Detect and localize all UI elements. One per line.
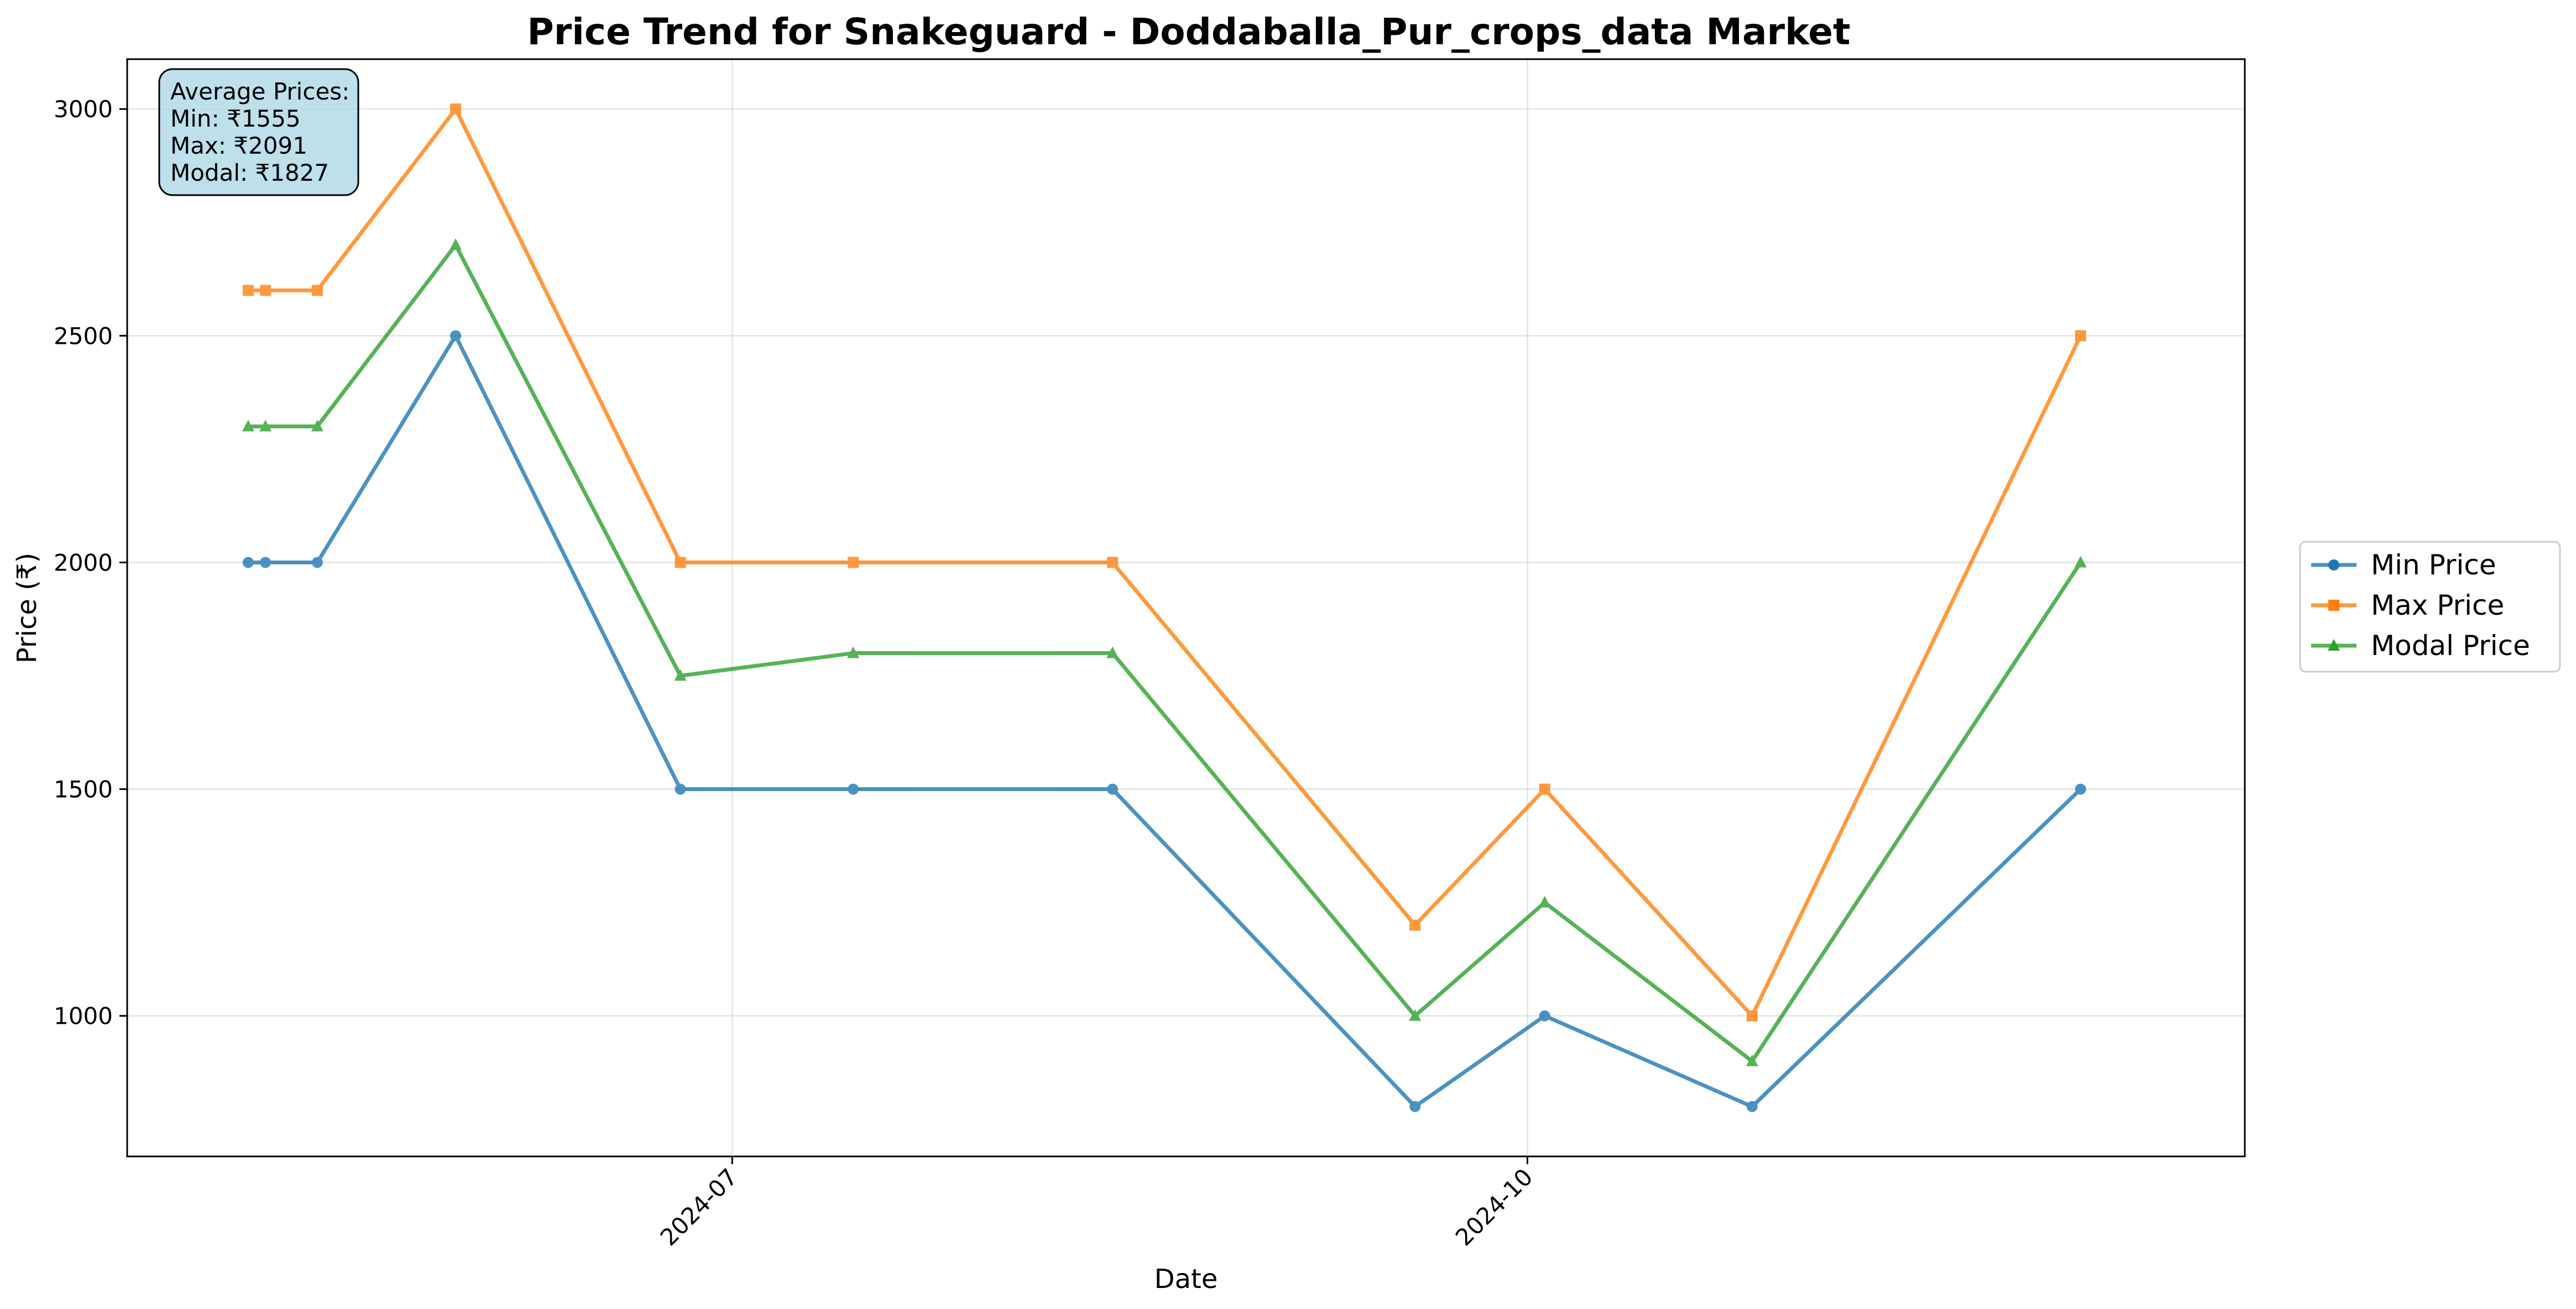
data-point <box>848 557 859 568</box>
data-point <box>1409 1101 1421 1112</box>
legend-swatch-marker <box>2328 639 2340 651</box>
annotation-box <box>158 68 359 196</box>
annotation-line: Modal: ₹1827 <box>170 159 329 186</box>
plot-frame <box>126 58 2246 1158</box>
y-tick-label: 1500 <box>54 776 113 803</box>
data-point <box>260 557 271 568</box>
y-axis-label: Price (₹) <box>12 553 43 663</box>
legend-swatch-marker <box>2328 559 2339 570</box>
data-point <box>242 420 254 432</box>
average-prices-annotation: Average Prices: Min: ₹1555 Max: ₹2091 Mo… <box>158 68 359 196</box>
data-point <box>1746 1054 1758 1066</box>
legend-item: Modal Price <box>2311 630 2530 662</box>
y-tick-label: 2000 <box>54 549 113 576</box>
data-point <box>848 783 859 795</box>
legend-box <box>2299 541 2561 673</box>
legend-label: Min Price <box>2371 549 2496 581</box>
data-point <box>242 285 254 296</box>
data-point <box>450 103 462 115</box>
data-point <box>2075 783 2086 795</box>
data-point <box>1539 783 1550 795</box>
y-axis: 1000 1500 2000 2500 3000 <box>54 96 127 1030</box>
y-tick-label: 3000 <box>54 96 113 123</box>
data-point <box>1106 646 1119 658</box>
data-point <box>1107 783 1119 795</box>
legend-label: Max Price <box>2371 589 2504 621</box>
data-point <box>675 557 686 568</box>
chart-title: Price Trend for Snakeguard - Doddaballa_… <box>527 11 1850 53</box>
x-axis-label: Date <box>1154 1264 1218 1295</box>
data-point <box>675 783 686 795</box>
series-min-price <box>242 330 2086 1112</box>
data-point <box>450 330 462 342</box>
legend-item: Max Price <box>2311 589 2504 621</box>
data-point <box>450 238 462 250</box>
data-point <box>242 557 254 568</box>
data-point <box>2075 330 2086 342</box>
data-point <box>1409 1009 1422 1021</box>
y-tick-label: 1000 <box>54 1003 113 1030</box>
data-point <box>1746 1101 1758 1112</box>
data-point <box>1746 1010 1758 1022</box>
series-layer <box>242 103 2087 1112</box>
data-point <box>311 285 323 296</box>
data-point <box>260 285 271 296</box>
legend-item: Min Price <box>2311 549 2496 581</box>
data-point <box>1539 1010 1550 1022</box>
grid <box>127 59 2245 1156</box>
annotation-line: Max: ₹2091 <box>170 132 307 159</box>
data-point <box>1538 896 1551 908</box>
series-max-price <box>242 103 2086 1022</box>
y-tick-label: 2500 <box>54 322 113 349</box>
data-point <box>311 557 323 568</box>
series-modal-price <box>242 238 2087 1066</box>
annotation-line: Min: ₹1555 <box>170 105 301 132</box>
legend-label: Modal Price <box>2371 630 2530 662</box>
data-point <box>1107 557 1119 568</box>
data-point <box>1409 919 1421 931</box>
data-point <box>311 420 323 432</box>
data-point <box>847 646 860 658</box>
annotation-line: Average Prices: <box>170 78 349 105</box>
legend-swatch-marker <box>2328 600 2339 611</box>
data-point <box>674 669 687 681</box>
data-point <box>259 420 272 432</box>
data-point <box>2074 556 2087 568</box>
legend: Min Price Max Price Modal Price <box>2299 541 2561 673</box>
